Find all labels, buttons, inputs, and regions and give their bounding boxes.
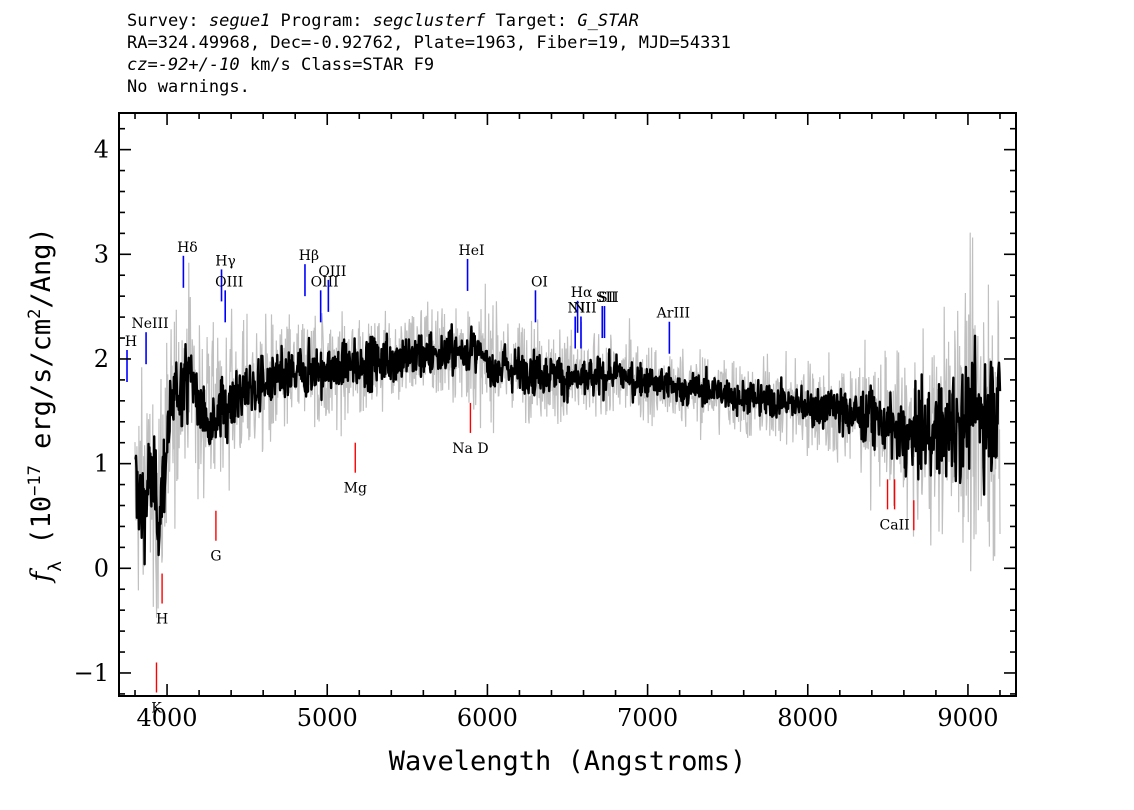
- x-tick-label: 5000: [297, 704, 358, 732]
- header-line-coordinates: RA=324.49968, Dec=-0.92762, Plate=1963, …: [127, 33, 731, 53]
- x-axis-title: Wavelength (Angstroms): [389, 746, 747, 777]
- survey-label: Survey:: [127, 11, 209, 31]
- x-tick-label: 9000: [937, 704, 998, 732]
- x-tick-label: 4000: [137, 704, 198, 732]
- emission-line-label: Hβ: [299, 248, 319, 264]
- emission-line-label: Hα: [571, 285, 593, 301]
- spectral-line-markers: HNeIIIHδHγOIIIHβOIIIOIIIHeIOINIIHαNIISII…: [125, 240, 915, 717]
- emission-line-label: OIII: [311, 274, 339, 290]
- y-tick-label: −1: [74, 659, 109, 687]
- emission-line-label: H: [125, 334, 137, 350]
- y-tick-label: 2: [94, 345, 109, 373]
- y-tick-label: 1: [94, 450, 109, 478]
- target-label: Target:: [485, 11, 578, 31]
- emission-line-label: HeI: [459, 243, 485, 259]
- spectrum-header: Survey: segue1 Program: segclusterf Targ…: [127, 10, 731, 98]
- y-axis-title: fλ (10−17 erg/s/cm2/Ang): [25, 227, 66, 583]
- absorption-line-label: CaII: [880, 517, 910, 533]
- y-tick-label: 0: [94, 554, 109, 582]
- y-tick-label: 3: [94, 240, 109, 268]
- x-tick-label: 8000: [777, 704, 838, 732]
- emission-line-label: NII: [568, 301, 591, 317]
- x-tick-label: 7000: [617, 704, 678, 732]
- error-band: [134, 232, 1001, 618]
- absorption-line-label: G: [210, 549, 221, 565]
- x-tick-label: 6000: [457, 704, 518, 732]
- class-value: km/s Class=STAR F9: [239, 55, 435, 75]
- target-value: G_STAR: [577, 11, 639, 31]
- absorption-line-label: Na D: [452, 441, 488, 457]
- absorption-line-label: K: [151, 701, 162, 717]
- emission-line-label: SII: [598, 290, 619, 306]
- header-line-survey: Survey: segue1 Program: segclusterf Targ…: [127, 10, 731, 32]
- emission-line-label: NII: [573, 301, 596, 317]
- header-line-warnings: No warnings.: [127, 77, 250, 97]
- emission-line-label: OIII: [318, 264, 346, 280]
- emission-line-label: Hγ: [215, 253, 236, 269]
- program-value: segclusterf: [372, 11, 486, 31]
- header-line-redshift: cz=-92+/-10 km/s Class=STAR F9: [127, 54, 731, 76]
- error-series-line: [134, 232, 1001, 618]
- emission-line-label: OIII: [215, 274, 243, 290]
- emission-line-label: Hδ: [177, 240, 198, 256]
- plot-frame: [118, 112, 1017, 697]
- survey-value: segue1: [208, 11, 271, 31]
- flux-series-line: [134, 323, 1002, 566]
- emission-line-label: NeIII: [131, 316, 168, 332]
- emission-line-label: SII: [596, 290, 617, 306]
- y-tick-label: 4: [94, 136, 109, 164]
- emission-line-label: ArIII: [656, 306, 690, 322]
- cz-value: cz=-92+/-10: [127, 55, 240, 75]
- flux-series: [134, 323, 1002, 566]
- absorption-line-label: Mg: [344, 481, 367, 497]
- emission-line-label: OI: [531, 274, 548, 290]
- absorption-line-label: H: [156, 612, 168, 628]
- axis-ticks: 4000 5000 6000 7000 8000 9000 −1 0 1 2 3 4: [74, 113, 1016, 732]
- program-label: Program:: [270, 11, 373, 31]
